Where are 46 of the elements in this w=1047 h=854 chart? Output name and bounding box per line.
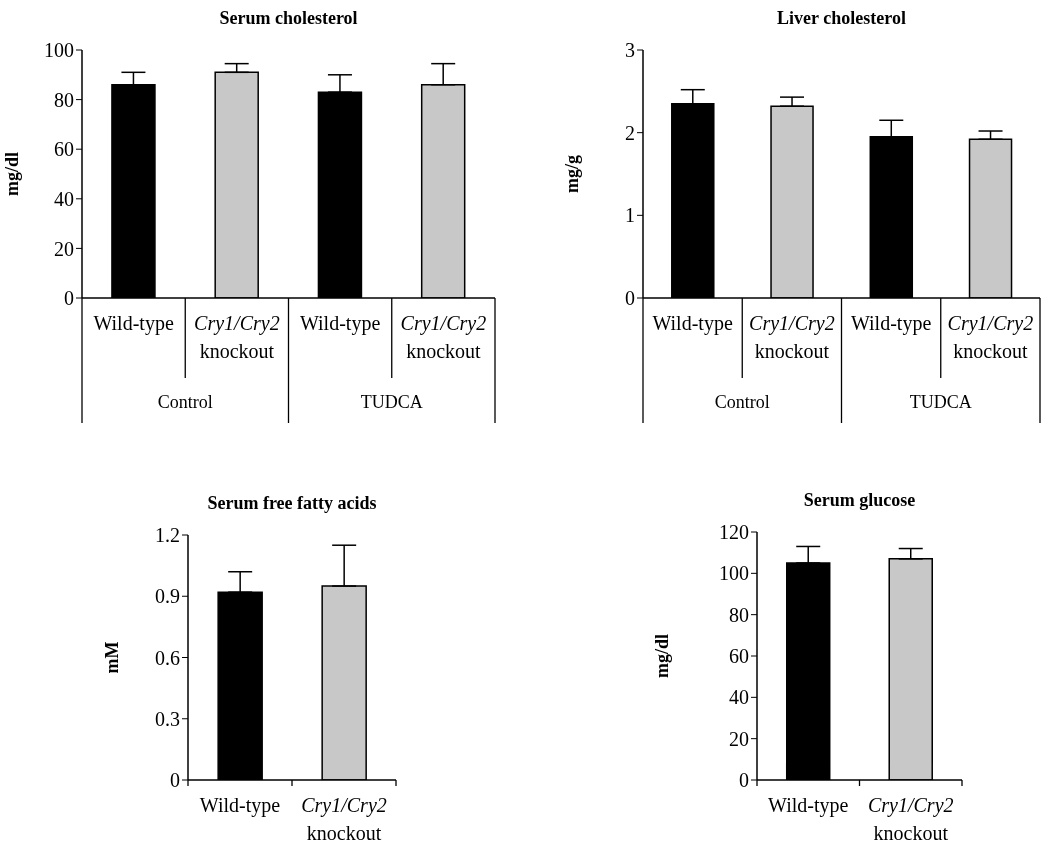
y-tick-label: 80 [729, 603, 749, 626]
x-tick-label: Cry1/Cry2 knockout [194, 312, 280, 362]
y-tick-label: 0.3 [155, 707, 180, 730]
y-tick-label: 0 [170, 769, 180, 792]
text: TUDCA [360, 392, 423, 412]
x-tick-label: Wild-type [652, 312, 733, 335]
y-tick-label: 0.6 [155, 646, 180, 669]
y-tick-label: 0 [64, 287, 74, 310]
y-tick-label: 1 [625, 204, 635, 227]
x-tick-label: Cry1/Cry2 knockout [947, 312, 1034, 362]
y-tick-label: 80 [54, 88, 74, 111]
x-tick-label: Wild-type [850, 312, 932, 335]
y-tick-label: 100 [719, 562, 749, 585]
y-tick-label: 1.2 [155, 524, 180, 547]
y-tick-label: 0.9 [155, 585, 180, 608]
y-axis-title: mg/dl [652, 633, 673, 679]
x-tick-label: Cry1/Cry2 knockout [301, 794, 387, 844]
x-tick-label: Wild-type [299, 312, 381, 335]
y-tick-label: 60 [54, 138, 74, 161]
y-tick-label: 40 [729, 686, 749, 709]
chart-title: Serum cholesterol [218, 8, 359, 29]
text: Control [157, 392, 213, 412]
chart-title: Serum free fatty acids [206, 493, 378, 514]
y-tick-label: 20 [54, 237, 74, 260]
y-tick-label: 0 [739, 769, 749, 792]
x-tick-label: Cry1/Cry2 knockout [749, 312, 835, 362]
x-tick-label: Wild-type [199, 794, 281, 817]
x-tick-label: Cry1/Cry2 knockout [400, 312, 487, 362]
y-tick-label: 100 [44, 39, 74, 62]
y-axis-title: mM [102, 641, 123, 674]
x-tick-label: Wild-type [93, 312, 174, 335]
text: TUDCA [909, 392, 972, 412]
chart-title: Serum glucose [802, 490, 917, 511]
y-tick-label: 2 [625, 121, 635, 144]
y-tick-label: 0 [625, 287, 635, 310]
y-tick-label: 40 [54, 187, 74, 210]
y-axis-title: mg/dl [2, 151, 23, 197]
text: Control [714, 392, 770, 412]
x-tick-label: Cry1/Cry2 knockout [867, 794, 954, 844]
y-tick-label: 60 [729, 645, 749, 668]
y-axis-title: mg/g [562, 155, 583, 193]
y-tick-label: 120 [719, 521, 749, 544]
y-tick-label: 3 [625, 39, 635, 62]
x-tick-label: Wild-type [768, 794, 849, 817]
chart-title: Liver cholesterol [776, 8, 907, 29]
y-tick-label: 20 [729, 727, 749, 750]
